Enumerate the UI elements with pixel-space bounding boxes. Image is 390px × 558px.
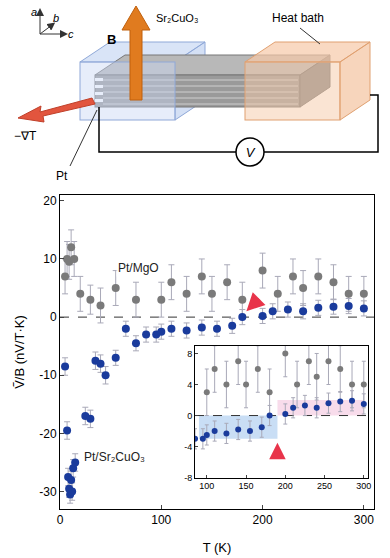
svg-text:-30: -30 <box>39 485 57 499</box>
svg-text:-4: -4 <box>184 442 192 452</box>
svg-text:-8: -8 <box>184 473 192 483</box>
svg-text:Ṽ/B (nV/T·K): Ṽ/B (nV/T·K) <box>12 315 27 389</box>
svg-text:Pt: Pt <box>56 169 68 183</box>
svg-text:b: b <box>53 12 59 24</box>
svg-text:-10: -10 <box>39 368 57 382</box>
svg-text:100: 100 <box>199 481 214 491</box>
svg-text:200: 200 <box>253 513 273 527</box>
svg-text:B: B <box>107 32 116 47</box>
svg-text:0: 0 <box>50 310 57 324</box>
svg-text:a: a <box>31 6 37 18</box>
svg-text:10: 10 <box>43 252 57 266</box>
svg-text:0: 0 <box>187 411 192 421</box>
svg-text:c: c <box>68 28 74 40</box>
svg-text:4: 4 <box>187 380 192 390</box>
svg-text:300: 300 <box>354 513 374 527</box>
svg-text:250: 250 <box>317 481 332 491</box>
svg-text:−∇T: −∇T <box>14 129 37 143</box>
svg-text:200: 200 <box>278 481 293 491</box>
svg-text:100: 100 <box>151 513 171 527</box>
svg-text:20: 20 <box>43 194 57 208</box>
svg-text:Pt/MgO: Pt/MgO <box>118 261 159 275</box>
svg-text:V: V <box>246 145 256 160</box>
svg-text:0: 0 <box>57 513 64 527</box>
svg-text:Sr₂CuO₃: Sr₂CuO₃ <box>156 12 198 24</box>
svg-text:300: 300 <box>356 481 371 491</box>
svg-text:8: 8 <box>187 349 192 359</box>
svg-text:-20: -20 <box>39 427 57 441</box>
svg-text:150: 150 <box>239 481 254 491</box>
svg-text:T (K): T (K) <box>203 540 232 555</box>
svg-text:Pt/Sr₂CuO₃: Pt/Sr₂CuO₃ <box>84 450 145 464</box>
svg-text:Heat bath: Heat bath <box>272 11 324 25</box>
